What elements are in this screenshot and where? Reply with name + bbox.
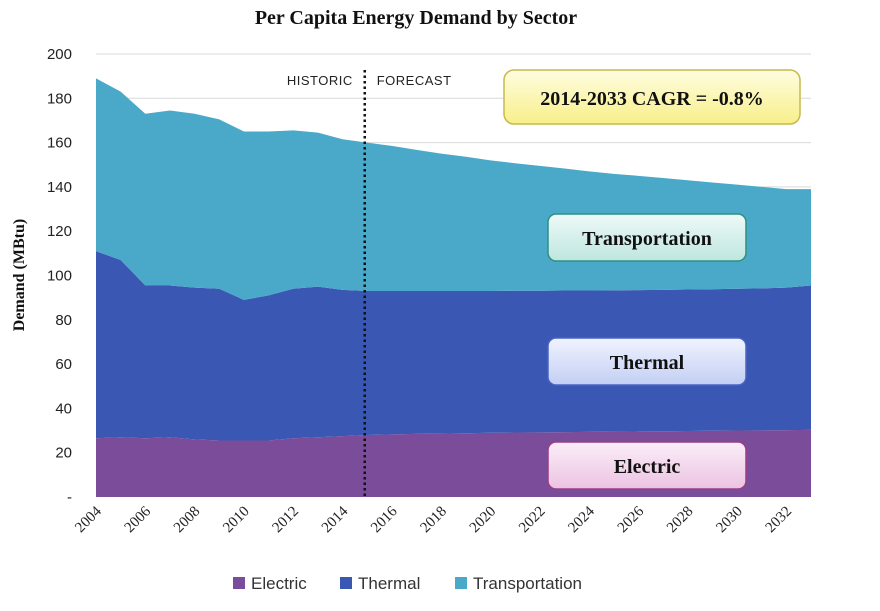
legend-label-thermal: Thermal — [358, 574, 420, 593]
x-tick-label: 2008 — [171, 504, 204, 537]
legend: Electric Thermal Transportation — [233, 574, 582, 593]
y-tick-label: 40 — [55, 400, 72, 417]
forecast-label: FORECAST — [377, 73, 452, 88]
x-tick-label: 2012 — [270, 504, 303, 537]
electric-area-label: Electric — [547, 441, 747, 490]
x-tick-label: 2020 — [467, 504, 500, 537]
x-tick-label: 2026 — [615, 503, 648, 536]
x-tick-label: 2016 — [368, 503, 401, 536]
cagr-annotation: 2014-2033 CAGR = -0.8% — [503, 69, 801, 125]
thermal-label-text: Thermal — [610, 352, 685, 374]
y-tick-label: 60 — [55, 356, 72, 373]
area-thermal — [96, 251, 811, 441]
x-tick-label: 2028 — [664, 504, 697, 537]
y-tick-label: 20 — [55, 445, 72, 462]
x-tick-label: 2024 — [565, 503, 598, 536]
x-tick-label: 2014 — [319, 503, 352, 536]
y-axis-label: Demand (MBtu) — [11, 219, 28, 331]
cagr-text: 2014-2033 CAGR = -0.8% — [540, 88, 764, 110]
y-tick-label: 140 — [47, 179, 72, 196]
transportation-label-text: Transportation — [582, 228, 712, 250]
legend-swatch-transportation — [455, 577, 467, 589]
electric-label-text: Electric — [614, 456, 681, 478]
x-tick-label: 2006 — [122, 503, 155, 536]
x-tick-label: 2022 — [516, 504, 549, 537]
y-tick-label: 100 — [47, 268, 72, 285]
x-tick-label: 2032 — [763, 504, 796, 537]
y-tick-label: 200 — [47, 46, 72, 63]
legend-label-transportation: Transportation — [473, 574, 582, 593]
y-axis-ticks: - 20 40 60 80 100 120 140 160 180 200 — [47, 46, 72, 506]
y-tick-label: 120 — [47, 223, 72, 240]
historic-label: HISTORIC — [287, 73, 353, 88]
x-tick-label: 2004 — [72, 503, 105, 536]
transportation-area-label: Transportation — [547, 213, 747, 262]
x-tick-label: 2030 — [713, 504, 746, 537]
legend-swatch-thermal — [340, 577, 352, 589]
y-tick-label: - — [67, 489, 72, 506]
x-tick-label: 2018 — [417, 504, 450, 537]
y-tick-label: 160 — [47, 135, 72, 152]
area-series-group — [96, 78, 811, 497]
thermal-area-label: Thermal — [547, 337, 747, 386]
chart-title: Per Capita Energy Demand by Sector — [255, 7, 577, 29]
y-tick-label: 80 — [55, 312, 72, 329]
legend-swatch-electric — [233, 577, 245, 589]
x-tick-label: 2010 — [220, 504, 253, 537]
y-tick-label: 180 — [47, 90, 72, 107]
x-axis-ticks: 2004 2006 2008 2010 2012 2014 2016 2018 2020 2022… — [72, 503, 795, 536]
legend-label-electric: Electric — [251, 574, 307, 593]
